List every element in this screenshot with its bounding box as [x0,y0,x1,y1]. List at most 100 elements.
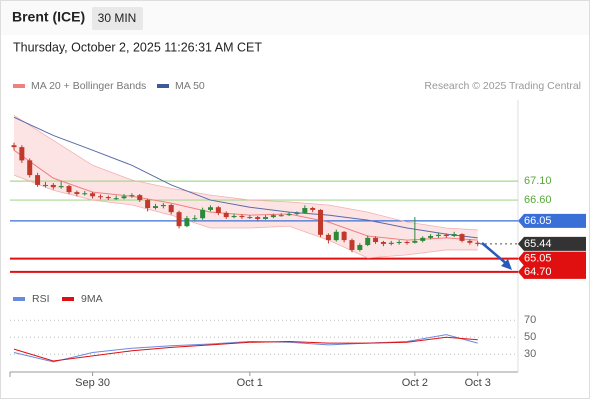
candle-body [208,207,213,210]
x-tick-label: Oct 2 [402,377,428,389]
candle-body [475,242,481,244]
x-tick-label: Oct 1 [237,377,263,389]
legend-swatch [62,297,74,301]
candle-body [160,204,166,207]
forecast-arrowhead [501,259,512,270]
legend-swatch [13,297,25,301]
candle-body [388,242,394,244]
candle-body [270,215,276,218]
level-label: 65.44 [524,238,552,250]
candle-body [168,204,174,213]
candle-body [404,242,410,244]
candle-body [184,218,190,227]
candle-body [412,240,418,243]
level-tag [518,251,586,266]
candle-body [90,193,96,197]
candle-body [145,200,151,208]
credit: Research © 2025 Trading Central [424,80,581,92]
candle-body [396,242,402,244]
candle-body [231,215,237,218]
forecast-arrow [481,242,509,266]
candle-body [82,193,88,195]
level-label: 66.60 [524,194,552,206]
candle-body [286,214,292,216]
candle-body [380,242,386,244]
candle-body [333,231,339,241]
timestamp: Thursday, October 2, 2025 11:26:31 AM CE… [13,40,262,54]
candle-body [278,215,284,217]
candle-body [365,237,371,246]
candle-body [152,206,158,208]
candle-body [239,215,245,218]
candle-body [50,184,56,188]
title: Brent (ICE) [12,9,85,25]
candle-body [451,234,457,236]
rsi-line [13,334,478,363]
level-tag [518,213,586,228]
candle-body [435,234,441,236]
candle-body [247,217,253,219]
candle-body [325,234,331,241]
header-bar [1,1,589,35]
indicator-line [13,174,478,259]
candle-body [121,196,127,199]
candle-body [459,234,465,241]
candle-body [428,235,434,238]
candle-body [74,192,80,195]
candle-body [255,217,261,219]
interval-button[interactable] [92,7,143,30]
legend-label: MA 20 + Bollinger Bands [31,80,146,92]
candle-body [263,217,269,219]
legend-label: RSI [32,293,50,305]
x-tick-label: Sep 30 [75,377,110,389]
candle-body [11,145,17,148]
rsi-tick-label: 30 [524,348,536,360]
indicator-line [13,115,478,231]
candle-body [318,209,324,235]
rsi-tick-label: 50 [524,331,536,343]
indicator-line [13,116,478,239]
candle-body [223,212,229,218]
candle-body [349,240,355,250]
candle-body [27,160,33,176]
candle-body [137,195,143,201]
candle-body [58,186,64,188]
candle-body [97,196,103,198]
bollinger-fill [14,115,478,258]
level-tag [518,236,586,251]
level-label: 67.10 [524,175,552,187]
candle-body [357,245,363,250]
level-tag [518,264,586,279]
candle-body [302,207,308,213]
candle-body [66,186,72,193]
rsi-line [13,336,478,362]
legend-label: 9MA [81,293,103,305]
level-label: 65.05 [524,253,552,265]
candle-body [467,240,473,243]
candle-body [420,237,426,241]
x-tick-label: Oct 3 [465,377,491,389]
candle-body [200,209,206,219]
candle-body [192,218,198,220]
candle-body [310,207,316,210]
candle-body [113,198,119,200]
interval-label: 30 MIN [98,11,137,25]
candle-body [19,147,25,161]
candle-body [129,195,135,197]
legend-swatch [157,84,169,88]
candle-body [105,197,111,199]
level-label: 66.05 [524,215,552,227]
candle-body [42,184,48,186]
candle-body [341,231,347,241]
rsi-tick-label: 70 [524,314,536,326]
candle-body [176,212,182,227]
legend-swatch [13,84,25,88]
candle-body [215,207,221,213]
candle-body [294,212,300,215]
candle-body [373,237,379,243]
candle-body [35,175,41,185]
level-label: 64.70 [524,266,552,278]
candle-body [443,234,449,236]
legend-label: MA 50 [175,80,205,92]
